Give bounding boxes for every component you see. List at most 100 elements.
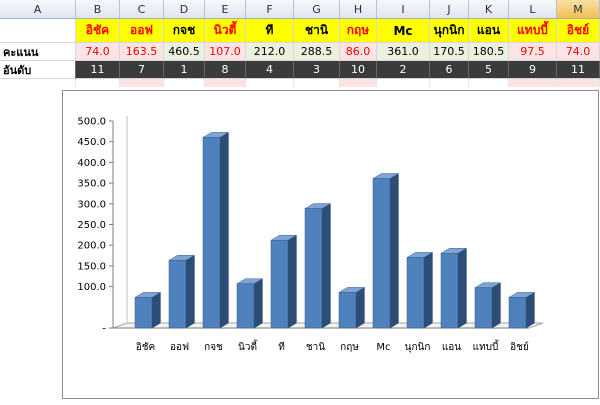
name-cell[interactable]: นิวตี้	[205, 19, 246, 43]
x-category-label: อิชย์	[510, 341, 529, 353]
name-cell[interactable]: อิชย์	[557, 19, 600, 43]
column-header-c[interactable]: C	[120, 0, 164, 19]
score-cell[interactable]: 180.5	[469, 43, 509, 61]
y-tick-label: 450.0	[77, 137, 106, 148]
bar	[508, 297, 527, 329]
column-header-f[interactable]: F	[246, 0, 294, 19]
empty-cell[interactable]	[76, 79, 120, 87]
name-cell[interactable]: Mc	[377, 19, 430, 43]
empty-cell[interactable]	[469, 79, 509, 87]
rank-cell[interactable]: 5	[469, 61, 509, 79]
ranks-row: อันดับ 11 7 1 8 4 3 10 2 6 5 9 11	[0, 61, 600, 79]
bar-side	[219, 131, 229, 329]
x-category-label: แทบบี้	[473, 339, 500, 353]
rank-cell[interactable]: 6	[430, 61, 469, 79]
rank-cell[interactable]: 10	[340, 61, 377, 79]
x-category-label: นุกนิก	[405, 342, 431, 353]
bar	[270, 239, 289, 329]
empty-cell[interactable]	[294, 79, 340, 87]
empty-cell[interactable]	[377, 79, 430, 87]
x-category-label: ออฟ	[170, 342, 189, 353]
empty-cell[interactable]	[430, 79, 469, 87]
x-category-label: อิชัค	[136, 342, 155, 353]
bar	[372, 178, 391, 329]
bar	[168, 260, 187, 329]
column-header-m[interactable]: M	[557, 0, 600, 19]
empty-cell[interactable]	[0, 79, 76, 87]
x-category-label: กฤษ	[340, 342, 359, 353]
x-category-label: Mc	[376, 342, 390, 353]
empty-cell[interactable]	[340, 79, 377, 87]
y-tick-label: 250.0	[77, 220, 106, 231]
name-cell[interactable]: แอน	[469, 19, 509, 43]
score-cell[interactable]: 212.0	[246, 43, 294, 61]
bar	[236, 283, 255, 329]
name-cell[interactable]: ออฟ	[120, 19, 164, 43]
rank-cell[interactable]: 2	[377, 61, 430, 79]
y-tick-label: 300.0	[77, 199, 106, 210]
bar-side	[253, 278, 263, 329]
names-row-label-cell[interactable]	[0, 19, 76, 43]
score-cell[interactable]: 97.5	[509, 43, 557, 61]
column-header-k[interactable]: K	[469, 0, 509, 19]
column-header-d[interactable]: D	[164, 0, 205, 19]
rank-cell[interactable]: 8	[205, 61, 246, 79]
score-cell[interactable]: 74.0	[76, 43, 120, 61]
empty-cell[interactable]	[164, 79, 205, 87]
name-cell[interactable]: อิชัค	[76, 19, 120, 43]
rank-cell[interactable]: 1	[164, 61, 205, 79]
bar	[338, 292, 357, 329]
name-cell[interactable]: นุกนิก	[430, 19, 469, 43]
score-cell[interactable]: 107.0	[205, 43, 246, 61]
column-header-j[interactable]: J	[430, 0, 469, 19]
bar-side	[355, 286, 365, 329]
score-cell[interactable]: 361.0	[377, 43, 430, 61]
rank-cell[interactable]: 9	[509, 61, 557, 79]
column-header-a[interactable]: A	[0, 0, 76, 19]
name-cell[interactable]: ที	[246, 19, 294, 43]
bar	[134, 297, 153, 329]
column-header-e[interactable]: E	[205, 0, 246, 19]
column-header-h[interactable]: H	[340, 0, 377, 19]
score-cell[interactable]: 460.5	[164, 43, 205, 61]
bar-side	[457, 247, 467, 329]
bar-side	[185, 254, 195, 329]
score-cell[interactable]: 288.5	[294, 43, 340, 61]
bar-side	[287, 234, 297, 329]
y-tick-label: 150.0	[77, 261, 106, 272]
empty-cell[interactable]	[557, 79, 600, 87]
score-cell[interactable]: 86.0	[340, 43, 377, 61]
column-header-i[interactable]: I	[377, 0, 430, 19]
rank-cell[interactable]: 11	[557, 61, 600, 79]
score-cell[interactable]: 170.5	[430, 43, 469, 61]
score-cell[interactable]: 163.5	[120, 43, 164, 61]
column-header-l[interactable]: L	[509, 0, 557, 19]
empty-cell[interactable]	[205, 79, 246, 87]
empty-cell[interactable]	[246, 79, 294, 87]
rank-cell[interactable]: 3	[294, 61, 340, 79]
rank-cell[interactable]: 7	[120, 61, 164, 79]
chart-object[interactable]: - 100.0 150.0 200.0 250.0 300.0 350.0 400.0 450.…	[62, 90, 599, 399]
bar	[406, 257, 425, 329]
column-header-g[interactable]: G	[294, 0, 340, 19]
column-header-b[interactable]: B	[76, 0, 120, 19]
empty-cell[interactable]	[120, 79, 164, 87]
score-cell[interactable]: 74.0	[557, 43, 600, 61]
name-cell[interactable]: แทบบี้	[509, 19, 557, 43]
scores-row-label-cell[interactable]: คะแนน	[0, 43, 76, 61]
ranks-row-label-cell[interactable]: อันดับ	[0, 61, 76, 79]
bar-side	[321, 203, 331, 329]
x-category-label: ที	[278, 341, 285, 353]
name-cell[interactable]: ชานิ	[294, 19, 340, 43]
rank-cell[interactable]: 4	[246, 61, 294, 79]
y-tick-label: 350.0	[77, 179, 106, 190]
bar-side	[151, 291, 161, 329]
name-cell[interactable]: กฤษ	[340, 19, 377, 43]
x-category-label: นิวตี้	[238, 339, 258, 353]
scores-row: คะแนน 74.0 163.5 460.5 107.0 212.0 288.5 86.0 3…	[0, 43, 600, 61]
bar-side	[491, 282, 501, 329]
name-cell[interactable]: กจช	[164, 19, 205, 43]
rank-cell[interactable]: 11	[76, 61, 120, 79]
empty-cell[interactable]	[509, 79, 557, 87]
